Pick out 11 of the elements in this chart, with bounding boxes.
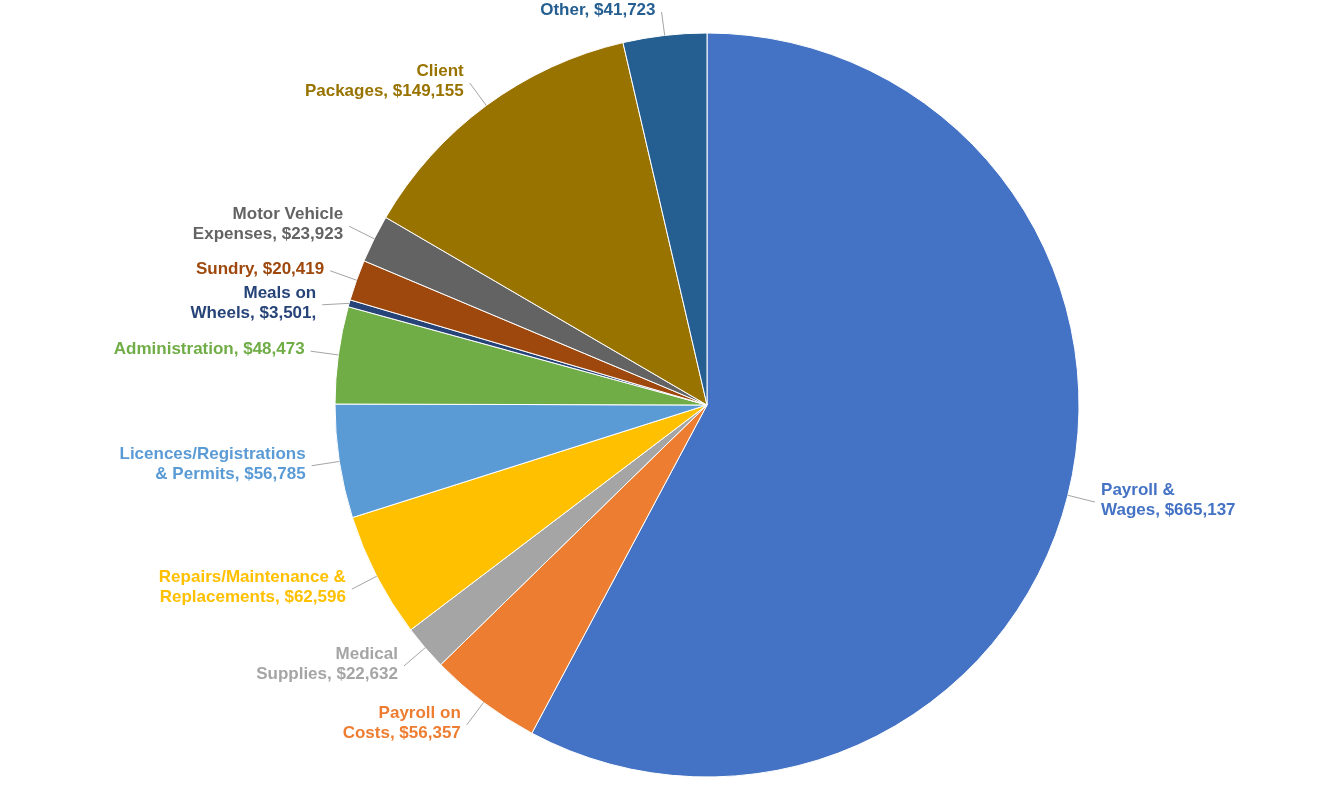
slice-label: Medical Supplies, $22,632 [256, 644, 398, 684]
slice-label: Licences/Registrations & Permits, $56,785 [119, 443, 306, 483]
slice-label: Repairs/Maintenance & Replacements, $62,596 [158, 567, 346, 607]
slice-label: Client Packages, $149,155 [304, 60, 465, 100]
slice-label: Motor Vehicle Expenses, $23,923 [192, 204, 344, 244]
slice-label: Other, $41,723 [540, 0, 656, 19]
slice-label: Payroll & Wages, $665,137 [1101, 480, 1236, 520]
slice-label: Payroll on Costs, $56,357 [342, 702, 461, 742]
slice-label: Meals on Wheels, $3,501, [190, 282, 317, 322]
slice-label: Administration, $48,473 [113, 339, 305, 359]
slice-label: Sundry, $20,419 [195, 258, 325, 278]
